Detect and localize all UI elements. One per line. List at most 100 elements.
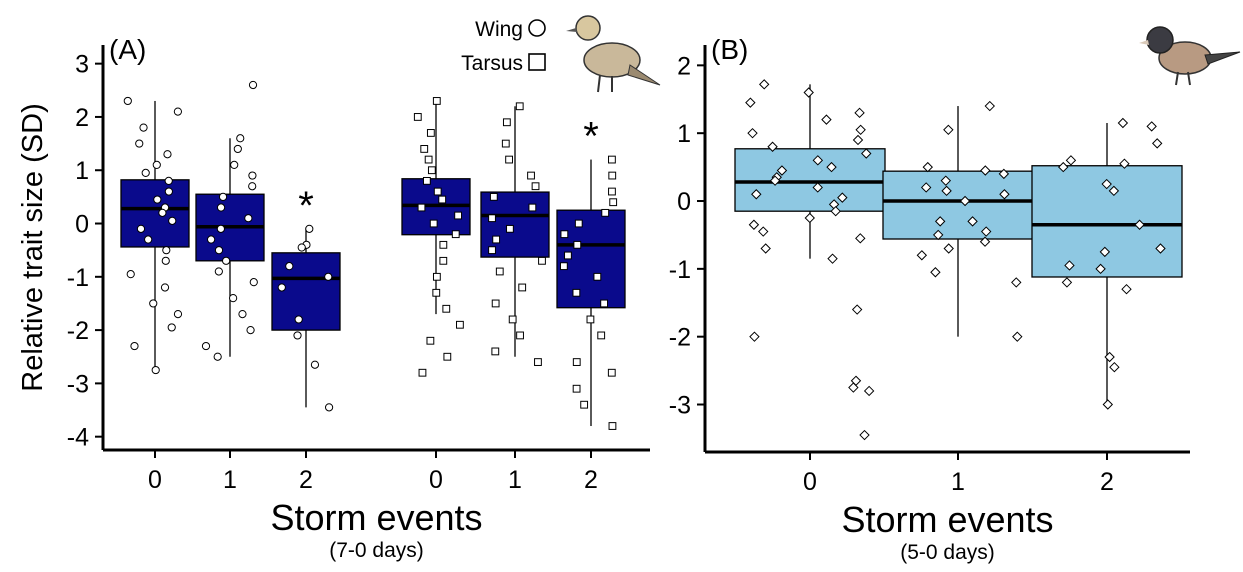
point	[852, 134, 864, 146]
point	[413, 113, 422, 121]
point	[214, 267, 223, 276]
point	[489, 192, 498, 201]
y-tick-label: -3	[669, 392, 691, 420]
point	[609, 198, 618, 207]
x-tick-label: 2	[584, 466, 598, 494]
point	[488, 214, 496, 223]
point	[161, 256, 170, 265]
point	[803, 87, 814, 98]
point	[206, 235, 216, 244]
point	[173, 107, 182, 116]
point	[426, 336, 435, 345]
point	[855, 233, 866, 244]
panel-label: (B)	[711, 34, 748, 65]
point	[130, 341, 139, 351]
y-tick-label: -1	[669, 256, 691, 284]
point	[136, 224, 146, 233]
point	[508, 315, 517, 324]
point	[804, 212, 815, 224]
point	[916, 250, 928, 261]
box	[480, 191, 550, 258]
point	[608, 171, 617, 180]
point	[420, 145, 429, 153]
point	[160, 283, 170, 292]
point	[238, 310, 247, 319]
point	[527, 171, 535, 180]
point	[573, 240, 582, 249]
point	[438, 195, 447, 204]
point	[812, 182, 823, 193]
point	[745, 97, 756, 108]
point	[967, 216, 978, 227]
point	[1012, 331, 1023, 342]
point	[492, 235, 501, 244]
point	[560, 230, 569, 239]
point	[597, 331, 606, 340]
point	[607, 368, 616, 377]
point	[285, 262, 294, 271]
point	[229, 294, 238, 303]
box	[271, 252, 341, 331]
y-tick-label: 0	[75, 211, 89, 239]
point	[162, 246, 171, 255]
point	[164, 187, 173, 196]
point	[214, 246, 224, 255]
point	[1011, 277, 1022, 288]
y-tick-label: 2	[75, 104, 89, 132]
point	[1102, 399, 1114, 410]
point	[216, 203, 226, 212]
point	[758, 226, 769, 237]
x-tick-label: 2	[299, 466, 313, 494]
point	[1108, 185, 1120, 197]
significance-mark: *	[298, 184, 314, 228]
point	[943, 243, 954, 254]
point	[454, 211, 463, 220]
x-tick-label: 0	[148, 466, 162, 494]
point	[859, 429, 870, 441]
point	[776, 165, 788, 176]
x-tick-label: 1	[223, 466, 237, 494]
legend-marker	[528, 19, 546, 37]
point	[151, 365, 160, 375]
x-axis-sublabel: (5-0 days)	[900, 541, 995, 564]
y-tick-label: 1	[75, 157, 89, 185]
point	[1117, 117, 1129, 129]
point	[152, 160, 161, 170]
point	[980, 165, 991, 176]
legend-label: Tarsus	[461, 52, 523, 75]
point	[1095, 263, 1106, 275]
point	[930, 267, 941, 278]
point	[920, 182, 932, 193]
point	[516, 331, 524, 340]
y-tick-label: 3	[75, 51, 89, 79]
point	[506, 224, 514, 233]
point	[999, 189, 1010, 200]
point	[767, 141, 778, 152]
point	[324, 272, 333, 281]
point	[495, 267, 504, 276]
point	[922, 161, 933, 173]
point	[439, 256, 448, 265]
point	[940, 175, 952, 186]
point	[491, 347, 500, 356]
point	[600, 299, 609, 308]
point	[586, 315, 595, 324]
point	[144, 235, 153, 244]
point	[758, 79, 770, 90]
point	[305, 224, 314, 233]
point	[293, 331, 302, 340]
point	[608, 187, 616, 196]
x-axis-label: Storm events	[841, 499, 1053, 540]
point	[1121, 283, 1132, 295]
x-tick-label: 2	[1100, 468, 1114, 496]
point	[418, 368, 427, 377]
point	[812, 155, 824, 166]
point	[608, 155, 616, 164]
point	[1146, 121, 1157, 132]
point	[979, 236, 991, 247]
point	[1058, 161, 1069, 173]
point	[432, 288, 441, 297]
y-tick-label: -1	[67, 264, 89, 292]
point	[1134, 219, 1145, 230]
